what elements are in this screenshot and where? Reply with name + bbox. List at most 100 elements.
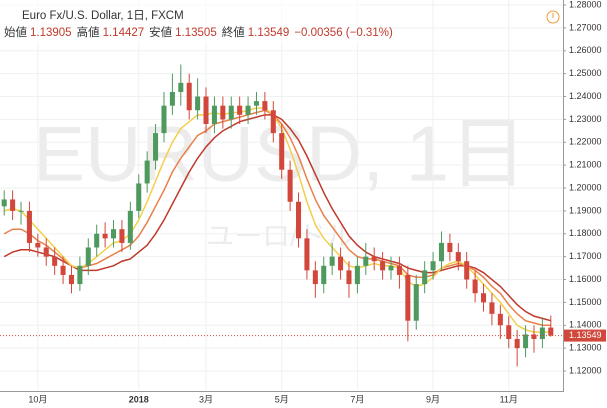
- candle-body: [312, 270, 318, 285]
- candle-body: [371, 256, 377, 262]
- candle-body: [169, 91, 175, 106]
- candle-body: [153, 133, 159, 161]
- candle-body: [178, 82, 184, 92]
- candle-body: [245, 105, 251, 115]
- candle-body: [296, 201, 302, 239]
- candle-body: [220, 105, 226, 120]
- candle-body: [270, 110, 276, 134]
- candle-body: [539, 327, 545, 339]
- stats: 始値 1.13905 高値 1.14427 安値 1.13505 終値 1.13549 −0.0…: [4, 25, 393, 39]
- watermark-sub: ユーロ/ドル: [206, 220, 354, 251]
- candle-body: [354, 265, 360, 285]
- candle-body: [548, 327, 554, 336]
- candle-body: [430, 261, 436, 271]
- y-tick-label: 1.19000: [569, 205, 602, 215]
- candle-body: [497, 313, 503, 326]
- candle-body: [237, 105, 243, 115]
- y-tick-label: 1.25000: [569, 68, 602, 78]
- stat-value: 1.13549: [248, 27, 290, 39]
- header-bg: [0, 0, 360, 44]
- x-tick-label: 11月: [500, 394, 518, 404]
- stat-value: 1.13905: [30, 27, 72, 39]
- y-tick-label: 1.14000: [569, 320, 602, 330]
- candle-body: [102, 233, 108, 239]
- candle-body: [489, 302, 495, 314]
- candle-body: [438, 242, 444, 262]
- y-tick-label: 1.22000: [569, 137, 602, 147]
- candle-body: [338, 256, 344, 271]
- candle-body: [405, 274, 411, 321]
- x-tick-label: 10月: [28, 394, 47, 404]
- candle-body: [262, 101, 268, 111]
- candle-body: [77, 265, 83, 285]
- candle-body: [10, 199, 16, 211]
- x-tick-label: 5月: [275, 394, 289, 404]
- candle-body: [279, 133, 285, 170]
- candle-body: [186, 82, 192, 111]
- stat-label: 終値: [222, 25, 245, 39]
- y-tick-label: 1.21000: [569, 160, 602, 170]
- y-tick-label: 1.23000: [569, 114, 602, 124]
- candle-body: [506, 325, 512, 339]
- candle-body: [85, 247, 91, 266]
- candle-body: [388, 265, 394, 271]
- stat-label: 始値: [4, 25, 27, 39]
- candle-body: [396, 265, 402, 275]
- y-tick-label: 1.15000: [569, 297, 602, 307]
- candle-body: [203, 96, 209, 124]
- stat-value: 1.13505: [175, 27, 217, 39]
- stat-value: 1.14427: [103, 27, 145, 39]
- candle-body: [94, 233, 100, 248]
- stats-line: 始値 1.13905 高値 1.14427 安値 1.13505 終値 1.13549 −0.0…: [4, 25, 393, 39]
- candle-body: [43, 247, 49, 257]
- candle-body: [228, 105, 234, 120]
- plot: [0, 64, 563, 367]
- last-price-label: 1.13549: [569, 330, 602, 340]
- candle-body: [329, 256, 335, 266]
- alert-icon[interactable]: [546, 10, 560, 24]
- moving-average: [3, 114, 551, 322]
- candle-body: [18, 210, 24, 212]
- y-tick-label: 1.24000: [569, 91, 602, 101]
- candle-body: [26, 210, 32, 243]
- change: −0.00356 (−0.31%): [294, 27, 393, 39]
- stat-label: 高値: [77, 25, 100, 39]
- candle-body: [481, 293, 487, 303]
- last-price-box: [564, 329, 606, 342]
- candle-body: [127, 210, 133, 243]
- x-tick-label: 9月: [426, 394, 440, 404]
- y-tick-label: 1.28000: [569, 0, 602, 9]
- y-tick-label: 1.20000: [569, 182, 602, 192]
- candle-body: [472, 279, 478, 294]
- candle-body: [287, 169, 293, 202]
- y-tick-label: 1.27000: [569, 22, 602, 32]
- moving-average: [3, 109, 551, 327]
- candle-body: [523, 334, 529, 349]
- y-tick-label: 1.12000: [569, 365, 602, 375]
- candle-body: [380, 261, 386, 271]
- candle-body: [464, 261, 470, 280]
- candle-body: [52, 256, 58, 266]
- axes: 1.12000 1.13000 1.14000 1.15000 1.16000 1.170…: [28, 0, 606, 404]
- x-tick-label: 2018: [129, 394, 149, 404]
- candle-body: [211, 105, 217, 124]
- candle-body: [447, 242, 453, 253]
- candle-body: [363, 256, 369, 266]
- moving-average: [4, 107, 551, 333]
- y-tick-label: 1.13000: [569, 343, 602, 353]
- candle-body: [1, 199, 7, 207]
- y-tick-label: 1.26000: [569, 45, 602, 55]
- candle-body: [413, 284, 419, 321]
- candle-body: [321, 265, 327, 285]
- x-tick-label: 7月: [350, 394, 364, 404]
- candle-body: [144, 160, 150, 184]
- candle-body: [60, 265, 66, 275]
- candle-body: [136, 183, 142, 211]
- x-tick-label: 3月: [199, 394, 213, 404]
- candle-body: [119, 229, 125, 243]
- y-tick-label: 1.18000: [569, 228, 602, 238]
- y-tick-label: 1.16000: [569, 274, 602, 284]
- candle-body: [422, 270, 428, 285]
